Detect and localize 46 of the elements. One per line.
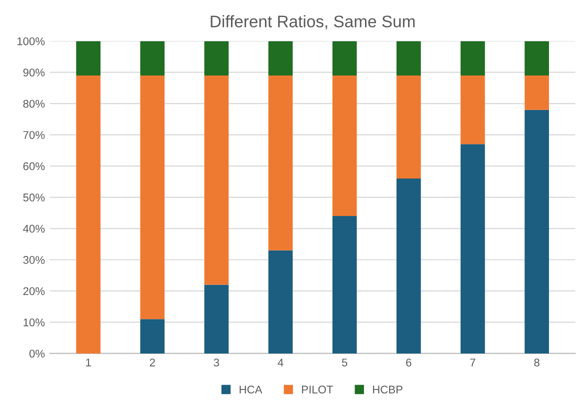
y-tick-label: 30% bbox=[23, 256, 45, 264]
x-tick-label: 3 bbox=[214, 358, 220, 366]
y-tick-label: 70% bbox=[23, 131, 45, 139]
bar bbox=[268, 41, 293, 76]
bar bbox=[76, 75, 101, 354]
y-tick-label: 80% bbox=[23, 100, 45, 108]
bar bbox=[140, 319, 165, 354]
bar bbox=[332, 41, 357, 76]
bar bbox=[332, 75, 357, 216]
legend-label: HCBP bbox=[373, 386, 402, 394]
bar bbox=[140, 75, 165, 320]
x-tick-label: 4 bbox=[278, 358, 284, 366]
bar bbox=[268, 75, 293, 250]
y-tick-label: 10% bbox=[24, 318, 45, 326]
bar bbox=[460, 75, 485, 144]
bar bbox=[524, 41, 549, 76]
x-tick-label: 5 bbox=[342, 358, 348, 366]
bar bbox=[268, 250, 293, 354]
bar bbox=[524, 110, 549, 354]
bar bbox=[396, 75, 421, 179]
bar bbox=[396, 41, 421, 76]
x-tick-label: 2 bbox=[150, 358, 155, 366]
x-tick-label: 7 bbox=[470, 358, 476, 366]
bar bbox=[204, 284, 229, 354]
x-tick-label: 1 bbox=[86, 358, 91, 366]
y-tick-label: 100% bbox=[17, 37, 45, 46]
y-tick-label: 50% bbox=[23, 194, 45, 202]
bar bbox=[460, 144, 485, 354]
bar bbox=[204, 41, 229, 76]
x-tick-label: 8 bbox=[534, 358, 540, 366]
y-tick-label: 20% bbox=[23, 287, 45, 296]
legend-label: PILOT bbox=[302, 386, 334, 394]
bar bbox=[140, 41, 165, 76]
bar bbox=[204, 75, 229, 285]
legend-label: HCA bbox=[240, 386, 262, 394]
y-tick-label: 60% bbox=[23, 162, 45, 170]
x-tick-label: 6 bbox=[406, 358, 412, 366]
bar bbox=[76, 41, 101, 76]
bar bbox=[332, 216, 357, 354]
y-tick-label: 0% bbox=[29, 350, 45, 358]
y-tick-label: 90% bbox=[23, 68, 45, 76]
bar bbox=[524, 75, 549, 110]
bar bbox=[396, 178, 421, 354]
bar bbox=[460, 41, 485, 76]
y-tick-label: 40% bbox=[23, 224, 45, 233]
chart-title: Different Ratios, Same Sum bbox=[210, 15, 415, 30]
